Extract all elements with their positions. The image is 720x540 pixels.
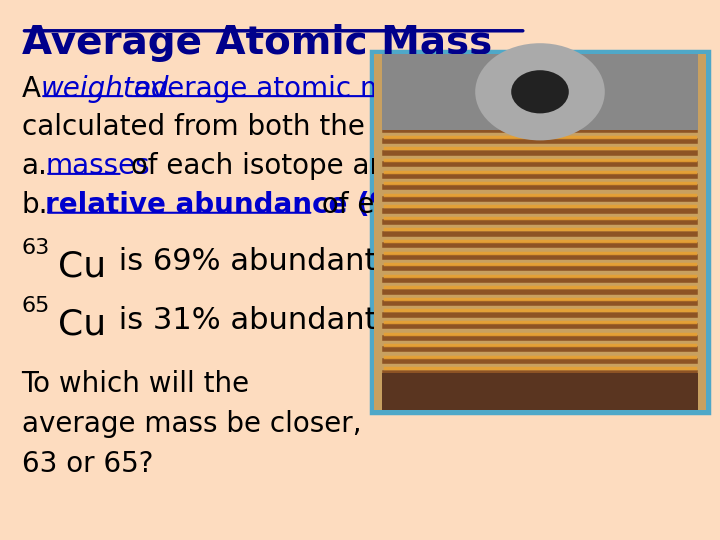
- Text: Cu: Cu: [58, 249, 106, 284]
- Text: of each isotope.: of each isotope.: [313, 191, 544, 219]
- Text: weighted: weighted: [40, 75, 168, 103]
- Bar: [382, 373, 698, 410]
- Text: is 31% abundant: is 31% abundant: [109, 306, 377, 335]
- Circle shape: [511, 70, 569, 113]
- Text: of each isotope and the: of each isotope and the: [122, 152, 459, 180]
- Bar: [382, 54, 698, 130]
- Text: is 69% abundant: is 69% abundant: [109, 247, 377, 276]
- Text: 63: 63: [22, 238, 50, 258]
- Text: Average Atomic Mass: Average Atomic Mass: [22, 24, 492, 62]
- Text: masses: masses: [45, 152, 150, 180]
- Bar: [374, 54, 706, 410]
- Bar: [371, 51, 709, 413]
- Text: b.: b.: [22, 191, 48, 219]
- Text: is: is: [395, 75, 426, 103]
- Circle shape: [475, 43, 605, 140]
- Text: calculated from both the: calculated from both the: [22, 113, 364, 141]
- Text: 65: 65: [22, 296, 50, 316]
- Text: relative abundance (%): relative abundance (%): [45, 191, 410, 219]
- Text: A: A: [22, 75, 50, 103]
- Text: a.: a.: [22, 152, 48, 180]
- Text: Cu: Cu: [58, 308, 106, 342]
- Text: To which will the
average mass be closer,
63 or 65?: To which will the average mass be closer…: [22, 370, 361, 478]
- Text: average atomic mass: average atomic mass: [125, 75, 433, 103]
